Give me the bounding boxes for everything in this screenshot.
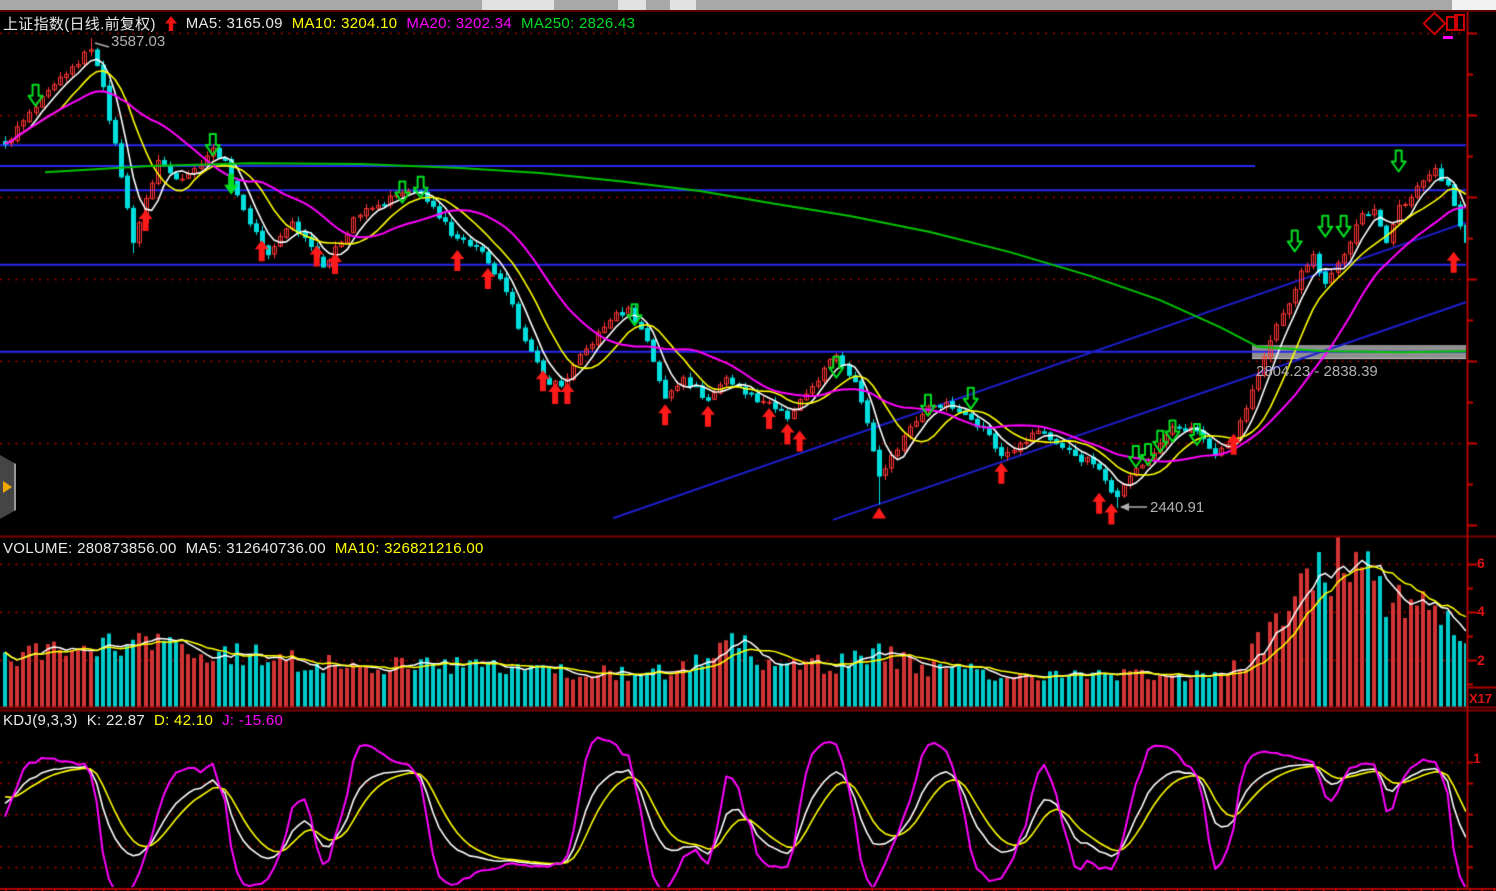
volume-axis-label-2: 2 xyxy=(1477,652,1485,668)
volume-value: VOLUME: 280873856.00 xyxy=(3,540,177,557)
magenta-dash-marker xyxy=(1443,36,1453,39)
annotation-peak-price: 3587.03 xyxy=(111,33,166,50)
kdj-j-value: J: -15.60 xyxy=(222,712,284,729)
volume-ma5-value: MA5: 312640736.00 xyxy=(185,540,326,557)
restore-icon-pane xyxy=(1446,16,1458,31)
ma20-value: MA20: 3202.34 xyxy=(406,15,513,32)
drawer-expand-arrow-icon xyxy=(3,481,12,493)
signal-up-arrow-icon xyxy=(164,16,177,31)
kdj-d-value: D: 42.10 xyxy=(153,712,214,729)
title-strip-segment xyxy=(1452,0,1496,10)
annotation-trough-price: 2440.91 xyxy=(1150,499,1205,516)
kdj-header: KDJ(9,3,3) K: 22.87 D: 42.10 J: -15.60 xyxy=(3,712,283,729)
restore-window-icon[interactable] xyxy=(1446,14,1465,31)
ma5-value: MA5: 3165.09 xyxy=(185,15,283,32)
title-strip-segment xyxy=(670,0,696,10)
main-chart-header: 上证指数(日线.前复权) MA5: 3165.09 MA10: 3204.10 … xyxy=(3,13,635,34)
kdj-axis-label-100: 1 xyxy=(1473,750,1481,766)
left-drawer-tab[interactable] xyxy=(0,455,16,519)
ma250-value: MA250: 2826.43 xyxy=(521,15,636,32)
title-strip-segment xyxy=(482,0,554,10)
restore-icon-pane xyxy=(1454,14,1465,31)
window-title-strip xyxy=(0,0,1496,10)
title-strip-segment xyxy=(618,0,646,10)
volume-axis-label-6: 6 xyxy=(1477,555,1485,571)
annotation-gap-range: 2804.23 - 2838.39 xyxy=(1256,363,1378,380)
ma10-value: MA10: 3204.10 xyxy=(291,15,398,32)
window-top-border xyxy=(0,10,1496,12)
volume-header: VOLUME: 280873856.00 MA5: 312640736.00 M… xyxy=(3,540,484,557)
volume-ma10-value: MA10: 326821216.00 xyxy=(334,540,484,557)
index-title: 上证指数(日线.前复权) xyxy=(3,16,156,33)
kdj-title: KDJ(9,3,3) xyxy=(3,712,78,729)
volume-axis-label-4: 4 xyxy=(1477,603,1485,619)
kdj-k-value: K: 22.87 xyxy=(86,712,145,729)
volume-multiplier-label: X17 xyxy=(1469,691,1493,706)
